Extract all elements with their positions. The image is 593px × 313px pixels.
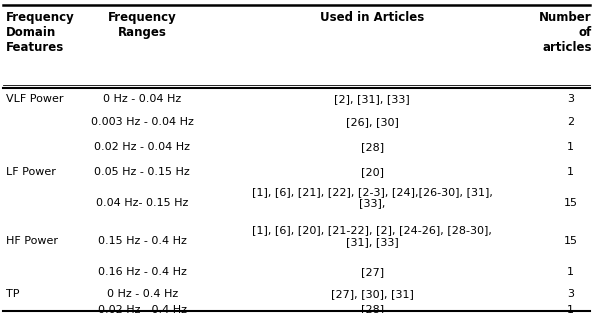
Text: 0.15 Hz - 0.4 Hz: 0.15 Hz - 0.4 Hz (98, 236, 187, 246)
Text: 1: 1 (568, 267, 574, 277)
Text: Used in Articles: Used in Articles (320, 11, 424, 24)
Text: Frequency
Ranges: Frequency Ranges (108, 11, 177, 39)
Text: 0.05 Hz - 0.15 Hz: 0.05 Hz - 0.15 Hz (94, 167, 190, 177)
Text: 15: 15 (564, 198, 578, 208)
Text: Frequency
Domain
Features: Frequency Domain Features (6, 11, 75, 54)
Text: 0.003 Hz - 0.04 Hz: 0.003 Hz - 0.04 Hz (91, 117, 194, 127)
Text: 0.02 Hz - 0.04 Hz: 0.02 Hz - 0.04 Hz (94, 142, 190, 152)
Text: [28]: [28] (361, 305, 384, 313)
Text: 3: 3 (568, 289, 574, 299)
Text: 15: 15 (564, 236, 578, 246)
Text: 0.16 Hz - 0.4 Hz: 0.16 Hz - 0.4 Hz (98, 267, 187, 277)
Text: 0 Hz - 0.04 Hz: 0 Hz - 0.04 Hz (103, 95, 181, 104)
Text: [1], [6], [21], [22], [2-3], [24],[26-30], [31],
[33],: [1], [6], [21], [22], [2-3], [24],[26-30… (251, 187, 493, 208)
Text: 0.02 Hz - 0.4 Hz: 0.02 Hz - 0.4 Hz (98, 305, 187, 313)
Text: LF Power: LF Power (6, 167, 56, 177)
Text: Number
of
articles: Number of articles (539, 11, 592, 54)
Text: 3: 3 (568, 95, 574, 104)
Text: [27]: [27] (361, 267, 384, 277)
Text: HF Power: HF Power (6, 236, 58, 246)
Text: [1], [6], [20], [21-22], [2], [24-26], [28-30],
[31], [33]: [1], [6], [20], [21-22], [2], [24-26], [… (252, 225, 492, 247)
Text: 2: 2 (567, 117, 575, 127)
Text: 0.04 Hz- 0.15 Hz: 0.04 Hz- 0.15 Hz (96, 198, 189, 208)
Text: 1: 1 (568, 305, 574, 313)
Text: 1: 1 (568, 167, 574, 177)
Text: VLF Power: VLF Power (6, 95, 63, 104)
Text: 0 Hz - 0.4 Hz: 0 Hz - 0.4 Hz (107, 289, 178, 299)
Text: [26], [30]: [26], [30] (346, 117, 398, 127)
Text: [28]: [28] (361, 142, 384, 152)
Text: [27], [30], [31]: [27], [30], [31] (331, 289, 413, 299)
Text: [20]: [20] (361, 167, 384, 177)
Text: [2], [31], [33]: [2], [31], [33] (334, 95, 410, 104)
Text: TP: TP (6, 289, 20, 299)
Text: 1: 1 (568, 142, 574, 152)
